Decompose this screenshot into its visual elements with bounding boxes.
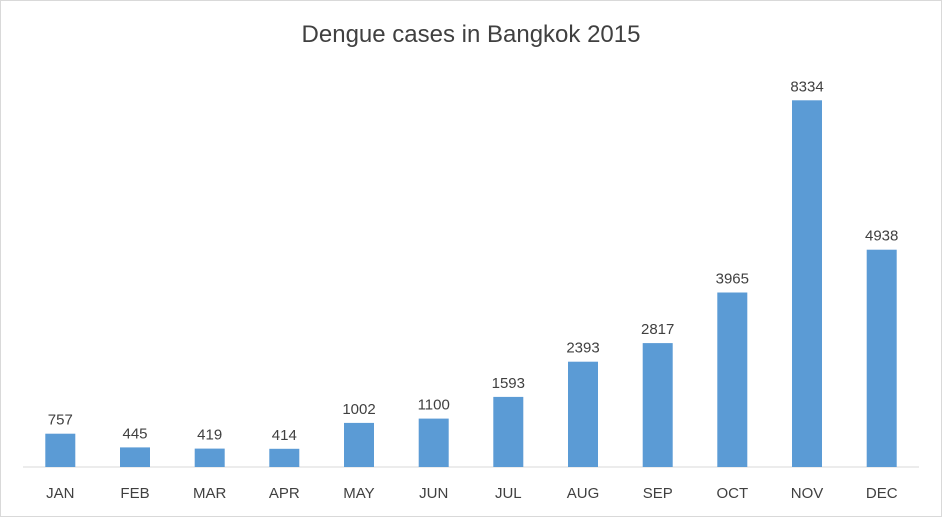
data-label-oct: 3965 <box>716 271 749 288</box>
x-tick-label-jul: JUL <box>495 485 522 502</box>
bar-mar <box>194 448 225 467</box>
data-label-aug: 2393 <box>566 340 599 357</box>
bar-labels-group: 757 445 419 414 1002 1100 1593 2393 2817 3965 8334… <box>48 78 899 444</box>
data-label-jun: 1100 <box>418 397 450 414</box>
bar-dec <box>866 249 897 467</box>
x-tick-label-jun: JUN <box>419 485 448 502</box>
bar-jun <box>418 418 449 467</box>
x-tick-label-oct: OCT <box>716 485 748 502</box>
data-label-jul: 1593 <box>492 375 525 392</box>
data-label-feb: 445 <box>122 425 147 442</box>
chart-title: Dengue cases in Bangkok 2015 <box>301 21 641 48</box>
x-tick-label-aug: AUG <box>567 485 600 502</box>
bar-jul <box>493 396 524 467</box>
data-label-nov: 8334 <box>790 78 823 95</box>
data-label-sep: 2817 <box>641 321 674 338</box>
data-label-jan: 757 <box>48 412 73 429</box>
x-tick-label-sep: SEP <box>643 485 673 502</box>
x-tick-label-may: MAY <box>343 485 374 502</box>
data-label-mar: 419 <box>197 427 222 444</box>
data-label-may: 1002 <box>342 401 375 418</box>
bar-aug <box>568 361 598 467</box>
bar-oct <box>717 292 748 467</box>
x-tick-label-jan: JAN <box>46 485 74 502</box>
bar-apr <box>269 448 300 467</box>
data-label-dec: 4938 <box>865 228 898 245</box>
bars-group <box>45 100 897 468</box>
bar-may <box>344 422 374 467</box>
data-label-apr: 414 <box>272 427 297 444</box>
x-tick-label-feb: FEB <box>120 485 149 502</box>
x-tick-label-nov: NOV <box>791 485 824 502</box>
x-tick-labels-group: JAN FEB MAR APR MAY JUN JUL AUG SEP OCT NOV DEC <box>46 485 898 502</box>
x-tick-label-apr: APR <box>269 485 300 502</box>
bar-sep <box>642 343 673 467</box>
bar-feb <box>120 447 150 467</box>
x-tick-label-mar: MAR <box>193 485 227 502</box>
bar-jan <box>45 433 76 467</box>
bar-nov <box>792 100 822 468</box>
x-tick-label-dec: DEC <box>866 485 898 502</box>
